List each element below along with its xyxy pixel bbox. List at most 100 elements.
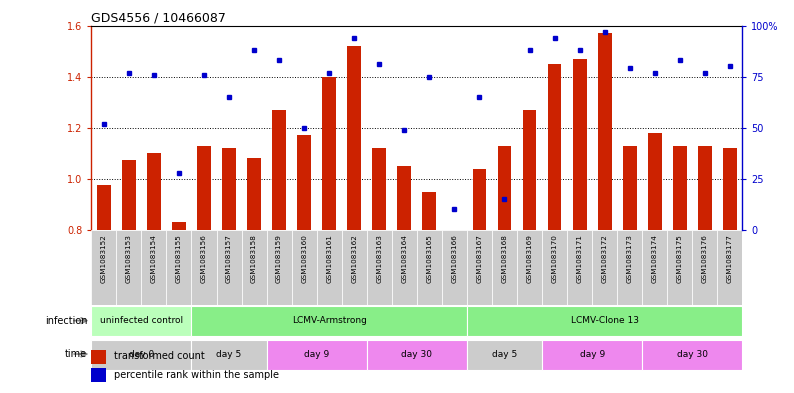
Text: GSM1083156: GSM1083156 [201, 233, 207, 283]
Text: day 30: day 30 [401, 349, 433, 358]
Bar [91, 350, 106, 364]
Text: day 9: day 9 [580, 349, 605, 358]
Bar [472, 169, 487, 230]
Bar [272, 110, 286, 230]
Bar [717, 230, 742, 305]
Text: GSM1083161: GSM1083161 [326, 233, 332, 283]
Bar [698, 145, 711, 230]
Bar [598, 33, 611, 230]
Text: GSM1083160: GSM1083160 [301, 233, 307, 283]
Bar [517, 230, 542, 305]
Text: GSM1083157: GSM1083157 [226, 233, 232, 283]
Bar [567, 230, 592, 305]
Bar [172, 222, 186, 230]
Bar [692, 230, 717, 305]
Bar [167, 230, 191, 305]
Bar [222, 148, 236, 230]
Bar [322, 77, 336, 230]
Bar [667, 230, 692, 305]
Bar [467, 340, 542, 370]
Text: GSM1083174: GSM1083174 [652, 233, 657, 283]
Text: GSM1083162: GSM1083162 [351, 233, 357, 283]
Text: day 0: day 0 [129, 349, 154, 358]
Bar [117, 230, 141, 305]
Text: GSM1083159: GSM1083159 [276, 233, 282, 283]
Bar [367, 230, 391, 305]
Bar [267, 340, 367, 370]
Bar [592, 230, 617, 305]
Bar [91, 340, 191, 370]
Bar [542, 340, 642, 370]
Bar [642, 230, 667, 305]
Text: GSM1083154: GSM1083154 [151, 233, 157, 283]
Text: day 9: day 9 [304, 349, 330, 358]
Bar [498, 145, 511, 230]
Text: GSM1083172: GSM1083172 [602, 233, 607, 283]
Text: GSM1083165: GSM1083165 [426, 233, 433, 283]
Text: GDS4556 / 10466087: GDS4556 / 10466087 [91, 11, 226, 24]
Text: LCMV-Clone 13: LCMV-Clone 13 [571, 316, 638, 325]
Bar [617, 230, 642, 305]
Bar [191, 306, 467, 336]
Bar [673, 145, 687, 230]
Text: GSM1083169: GSM1083169 [526, 233, 533, 283]
Text: GSM1083167: GSM1083167 [476, 233, 483, 283]
Bar [147, 153, 161, 230]
Text: GSM1083152: GSM1083152 [101, 233, 107, 283]
Bar [341, 230, 367, 305]
Bar [723, 148, 737, 230]
Bar [572, 59, 587, 230]
Bar [91, 306, 191, 336]
Bar [467, 306, 742, 336]
Text: GSM1083158: GSM1083158 [251, 233, 257, 283]
Bar [467, 230, 492, 305]
Bar [442, 230, 467, 305]
Text: percentile rank within the sample: percentile rank within the sample [114, 370, 279, 380]
Text: infection: infection [44, 316, 87, 326]
Bar [648, 133, 661, 230]
Bar [622, 145, 637, 230]
Bar [91, 230, 117, 305]
Bar [417, 230, 442, 305]
Bar [642, 340, 742, 370]
Bar [191, 230, 217, 305]
Text: GSM1083168: GSM1083168 [502, 233, 507, 283]
Bar [141, 230, 167, 305]
Bar [422, 191, 436, 230]
Text: GSM1083166: GSM1083166 [452, 233, 457, 283]
Bar [372, 148, 386, 230]
Bar [548, 64, 561, 230]
Text: GSM1083170: GSM1083170 [552, 233, 557, 283]
Text: GSM1083176: GSM1083176 [702, 233, 707, 283]
Bar [91, 368, 106, 382]
Text: day 30: day 30 [676, 349, 707, 358]
Bar [217, 230, 241, 305]
Bar [267, 230, 291, 305]
Text: GSM1083173: GSM1083173 [626, 233, 633, 283]
Text: GSM1083175: GSM1083175 [676, 233, 683, 283]
Bar [522, 110, 537, 230]
Bar [291, 230, 317, 305]
Text: day 5: day 5 [217, 349, 241, 358]
Text: GSM1083153: GSM1083153 [126, 233, 132, 283]
Bar [247, 158, 261, 230]
Text: day 5: day 5 [491, 349, 517, 358]
Bar [367, 340, 467, 370]
Text: GSM1083171: GSM1083171 [576, 233, 583, 283]
Text: GSM1083155: GSM1083155 [176, 233, 182, 283]
Bar [191, 340, 267, 370]
Bar [398, 166, 411, 230]
Bar [197, 145, 211, 230]
Bar [241, 230, 267, 305]
Bar [347, 46, 361, 230]
Text: GSM1083163: GSM1083163 [376, 233, 382, 283]
Bar [317, 230, 341, 305]
Bar [542, 230, 567, 305]
Bar [122, 160, 136, 230]
Text: LCMV-Armstrong: LCMV-Armstrong [291, 316, 367, 325]
Text: GSM1083177: GSM1083177 [727, 233, 733, 283]
Text: uninfected control: uninfected control [100, 316, 183, 325]
Bar [297, 135, 311, 230]
Text: GSM1083164: GSM1083164 [401, 233, 407, 283]
Bar [391, 230, 417, 305]
